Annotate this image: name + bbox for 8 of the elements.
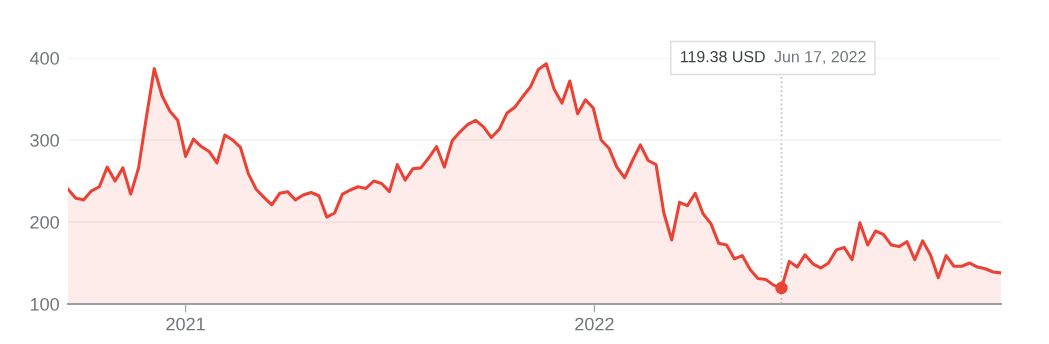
y-tick-label: 100: [30, 297, 59, 311]
y-tick-label: 300: [30, 133, 59, 147]
annotation: Jun 17, 2022: [774, 50, 866, 65]
x-tick-label: 2022: [575, 317, 614, 331]
y-tick-label: 400: [29, 51, 59, 65]
y-tick-label: 200: [30, 215, 59, 229]
x-tick-label: 2021: [166, 317, 205, 331]
annotation: 119.38 USD: [680, 50, 765, 63]
